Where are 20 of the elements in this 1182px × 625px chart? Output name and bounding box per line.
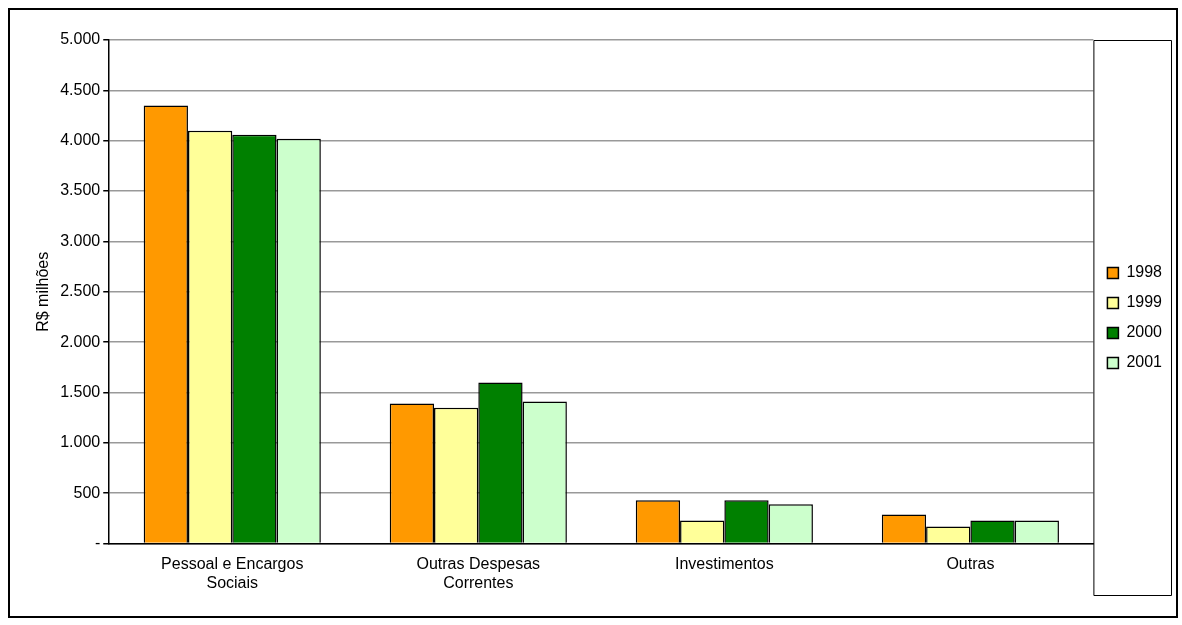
y-tick-label: 2.500 xyxy=(60,282,101,300)
y-tick-label: 5.000 xyxy=(60,30,101,48)
legend-label: 2001 xyxy=(1126,353,1163,371)
y-tick-label: 1.500 xyxy=(60,382,101,400)
y-tick-label: 500 xyxy=(73,483,101,501)
y-tick-label: 3.500 xyxy=(60,181,101,199)
y-axis-title: R$ milhões xyxy=(34,251,52,332)
x-tick-label: Pessoal e Encargos Sociais xyxy=(161,554,304,591)
x-tick-label: Outras Despesas Correntes xyxy=(416,554,541,591)
y-tick-label: - xyxy=(94,534,101,552)
x-tick-label: Outras xyxy=(946,554,995,572)
y-tick-label: 4.000 xyxy=(60,131,101,149)
legend-label: 1999 xyxy=(1126,293,1163,311)
legend-label: 1998 xyxy=(1126,263,1163,281)
y-tick-label: 3.000 xyxy=(60,231,101,249)
legend-label: 2000 xyxy=(1126,323,1163,341)
y-tick-label: 2.000 xyxy=(60,332,101,350)
y-tick-label: 1.000 xyxy=(60,433,101,451)
x-tick-label: Investimentos xyxy=(674,554,774,572)
y-tick-label: 4.500 xyxy=(60,80,101,98)
